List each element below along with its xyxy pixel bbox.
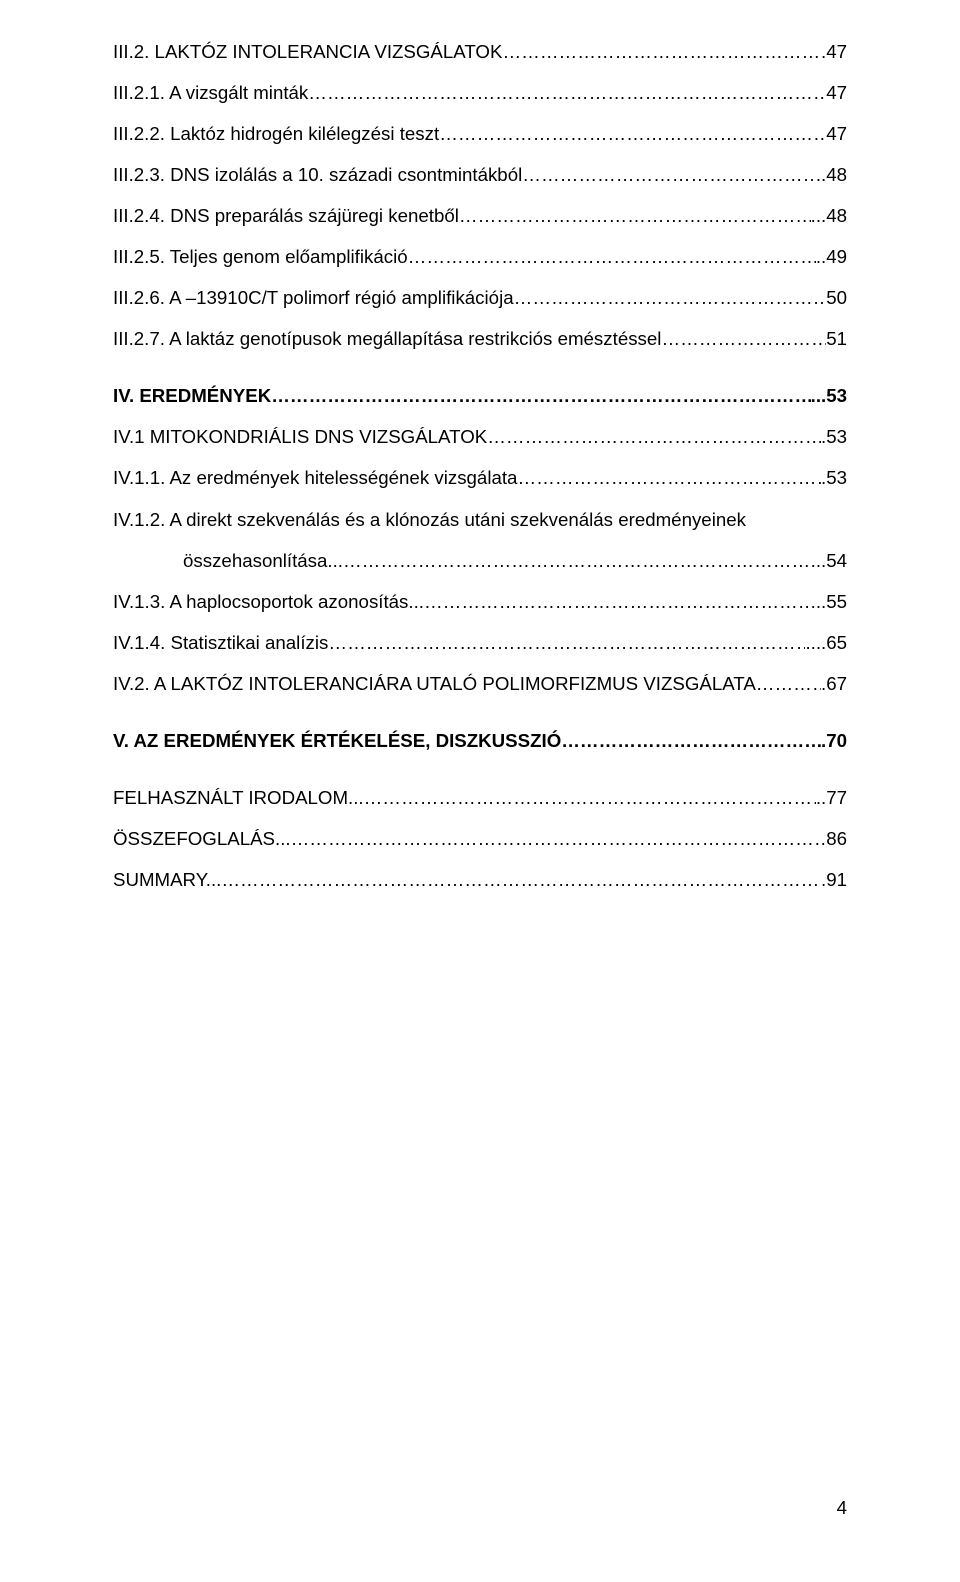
toc-leader-dots <box>439 120 826 148</box>
toc-page-number: ...55 <box>811 588 847 616</box>
toc-label: IV.1 MITOKONDRIÁLIS DNS VIZSGÁLATOK <box>113 423 487 451</box>
toc-page-number: 51 <box>826 325 847 353</box>
toc-label: IV.1.3. A haplocsoportok azonosítás... <box>113 588 424 616</box>
toc-label: IV.1.2. A direkt szekvenálás és a klónoz… <box>113 506 746 534</box>
toc-label: IV.1.4. Statisztikai analízis <box>113 629 328 657</box>
toc-label: III.2.5. Teljes genom előamplifikáció <box>113 243 408 271</box>
toc-page-number: ..77 <box>816 784 847 812</box>
toc-label: FELHASZNÁLT IRODALOM... <box>113 784 364 812</box>
toc-page-number: 50 <box>826 284 847 312</box>
toc-row: összehasonlítása... ...54 <box>113 547 847 575</box>
toc-leader-dots <box>308 79 826 107</box>
toc-row: IV.2. A LAKTÓZ INTOLERANCIÁRA UTALÓ POLI… <box>113 670 847 698</box>
toc-page-number: .53 <box>821 464 847 492</box>
toc-label: összehasonlítása... <box>183 547 343 575</box>
toc-leader-dots <box>459 202 811 230</box>
toc-row: III.2.2. Laktóz hidrogén kilélegzési tes… <box>113 120 847 148</box>
toc-row: III.2.3. DNS izolálás a 10. századi cson… <box>113 161 847 189</box>
toc-leader-dots <box>291 825 827 853</box>
toc-leader-dots <box>561 727 821 755</box>
toc-row: V. AZ EREDMÉNYEK ÉRTÉKELÉSE, DISZKUSSZIÓ… <box>113 727 847 755</box>
toc-page-number: 47 <box>826 79 847 107</box>
toc-row: IV.1.2. A direkt szekvenálás és a klónoz… <box>113 506 847 534</box>
toc-leader-dots <box>328 629 805 657</box>
toc-label: V. AZ EREDMÉNYEK ÉRTÉKELÉSE, DISZKUSSZIÓ <box>113 727 561 755</box>
page-number: 4 <box>837 1494 847 1522</box>
toc-leader-dots <box>514 284 827 312</box>
toc-row: IV.1.1. Az eredmények hitelességének viz… <box>113 464 847 492</box>
toc-label: III.2.4. DNS preparálás szájüregi kenetb… <box>113 202 459 230</box>
toc-label: III.2.1. A vizsgált minták <box>113 79 308 107</box>
toc-row: IV.1 MITOKONDRIÁLIS DNS VIZSGÁLATOK .53 <box>113 423 847 451</box>
toc-page-number: .47 <box>821 38 847 66</box>
toc-label: SUMMARY... <box>113 866 221 894</box>
toc-page-number: .53 <box>821 423 847 451</box>
toc-leader-dots <box>408 243 816 271</box>
toc-label: IV.2. A LAKTÓZ INTOLERANCIÁRA UTALÓ POLI… <box>113 670 756 698</box>
toc-leader-dots <box>271 382 810 410</box>
toc-row: SUMMARY... .91 <box>113 866 847 894</box>
section-gap <box>113 768 847 784</box>
toc-page-number: ...48 <box>811 202 847 230</box>
table-of-contents: III.2. LAKTÓZ INTOLERANCIA VIZSGÁLATOK .4… <box>113 38 847 894</box>
toc-page-number: .67 <box>821 670 847 698</box>
toc-row: III.2.5. Teljes genom előamplifikáció ..4… <box>113 243 847 271</box>
toc-row: FELHASZNÁLT IRODALOM... ..77 <box>113 784 847 812</box>
toc-page-number: 47 <box>826 120 847 148</box>
toc-row: IV.1.3. A haplocsoportok azonosítás.....… <box>113 588 847 616</box>
toc-row: IV.1.4. Statisztikai analízis ....65 <box>113 629 847 657</box>
toc-leader-dots <box>522 161 816 189</box>
section-gap <box>113 711 847 727</box>
toc-page-number: .70 <box>821 727 847 755</box>
toc-page-number: ...53 <box>811 382 847 410</box>
toc-label: ÖSSZEFOGLALÁS... <box>113 825 291 853</box>
toc-row: III.2.6. A –13910C/T polimorf régió ampl… <box>113 284 847 312</box>
toc-row: III.2.1. A vizsgált minták 47 <box>113 79 847 107</box>
page-container: III.2. LAKTÓZ INTOLERANCIA VIZSGÁLATOK .4… <box>0 0 960 1582</box>
toc-label: IV. EREDMÉNYEK <box>113 382 271 410</box>
toc-page-number: .91 <box>821 866 847 894</box>
toc-page-number: ...54 <box>811 547 847 575</box>
toc-row: III.2.4. DNS preparálás szájüregi kenetb… <box>113 202 847 230</box>
toc-label: III.2.3. DNS izolálás a 10. századi cson… <box>113 161 522 189</box>
toc-label: III.2. LAKTÓZ INTOLERANCIA VIZSGÁLATOK <box>113 38 502 66</box>
toc-leader-dots <box>487 423 821 451</box>
toc-label: III.2.2. Laktóz hidrogén kilélegzési tes… <box>113 120 439 148</box>
toc-leader-dots <box>502 38 821 66</box>
toc-label: IV.1.1. Az eredmények hitelességének viz… <box>113 464 517 492</box>
toc-label: III.2.6. A –13910C/T polimorf régió ampl… <box>113 284 514 312</box>
toc-leader-dots <box>661 325 826 353</box>
toc-row: IV. EREDMÉNYEK ...53 <box>113 382 847 410</box>
toc-leader-dots <box>424 588 811 616</box>
section-gap <box>113 366 847 382</box>
toc-page-number: ....65 <box>805 629 847 657</box>
toc-row: III.2. LAKTÓZ INTOLERANCIA VIZSGÁLATOK .4… <box>113 38 847 66</box>
toc-leader-dots <box>517 464 821 492</box>
toc-leader-dots <box>343 547 811 575</box>
toc-page-number: 86 <box>826 825 847 853</box>
toc-page-number: ..48 <box>816 161 847 189</box>
toc-row: ÖSSZEFOGLALÁS... 86 <box>113 825 847 853</box>
toc-leader-dots <box>221 866 821 894</box>
toc-row: III.2.7. A laktáz genotípusok megállapít… <box>113 325 847 353</box>
toc-leader-dots <box>364 784 816 812</box>
toc-leader-dots <box>756 670 821 698</box>
toc-page-number: ..49 <box>816 243 847 271</box>
toc-label: III.2.7. A laktáz genotípusok megállapít… <box>113 325 661 353</box>
